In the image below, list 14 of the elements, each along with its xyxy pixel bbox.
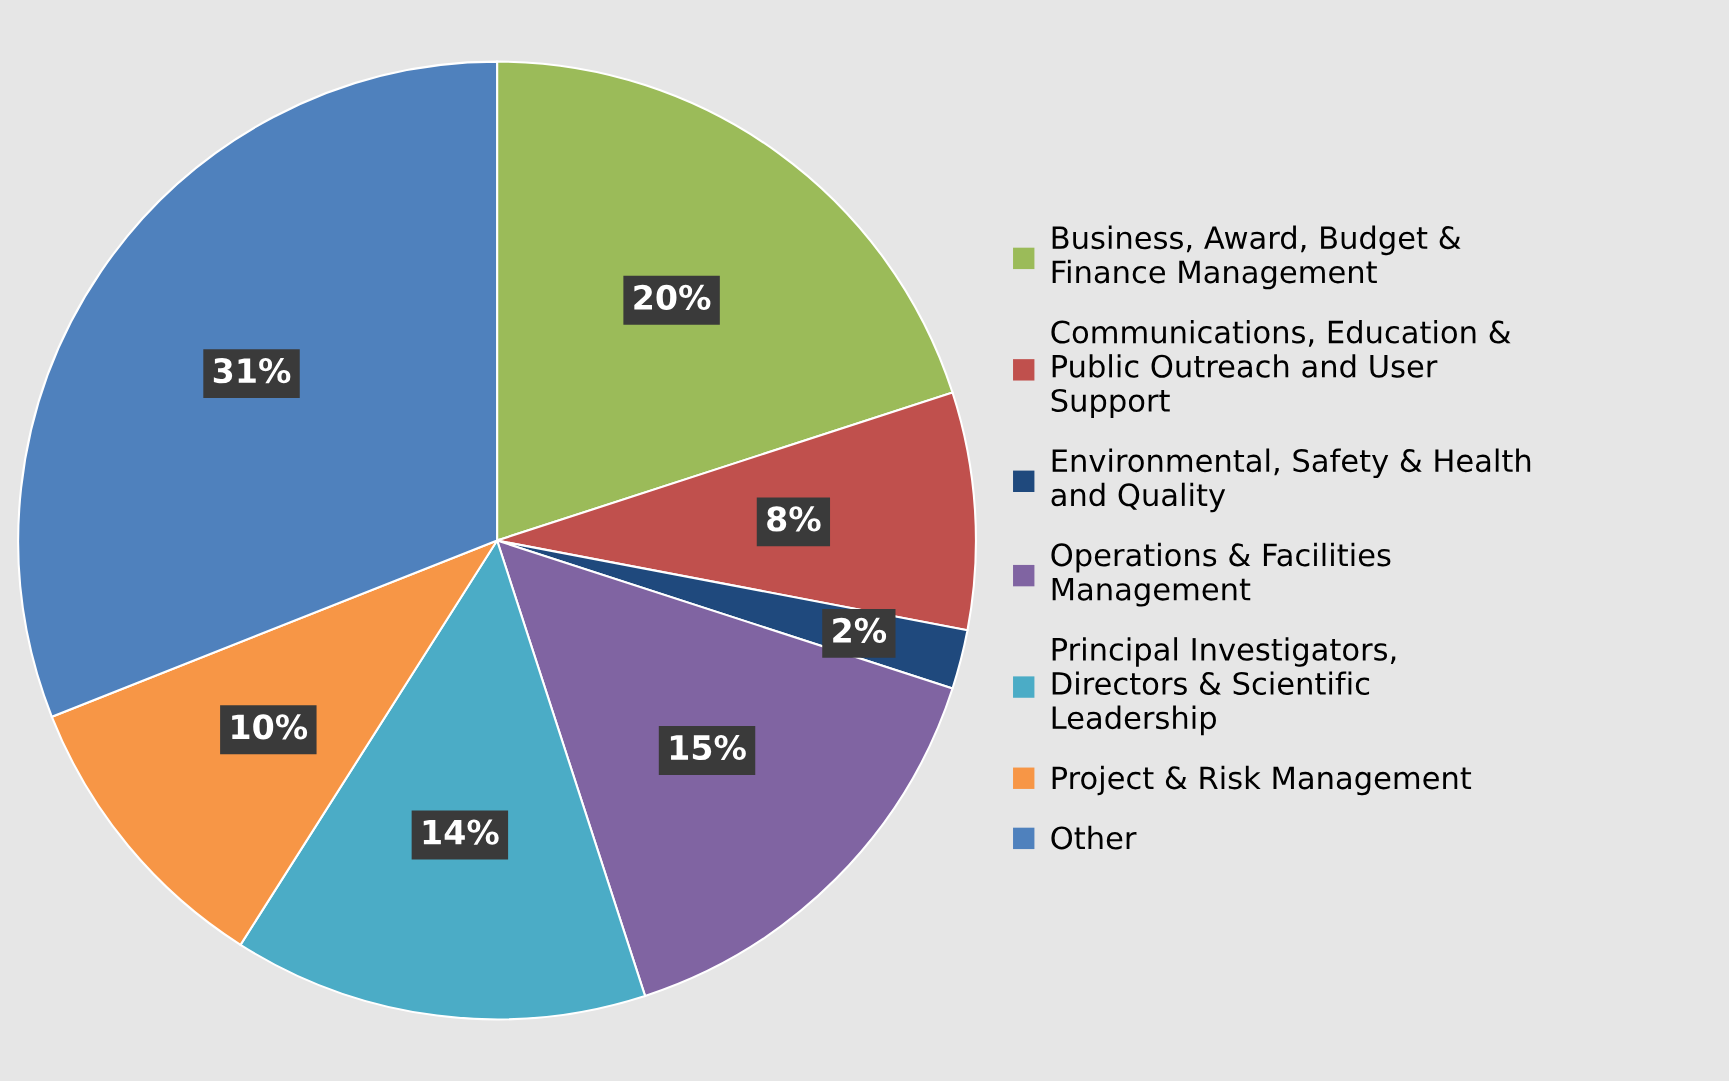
data-label: 10% bbox=[232, 714, 308, 740]
data-label: 2% bbox=[833, 617, 887, 644]
data-label: 14% bbox=[423, 819, 499, 845]
legend-label: Principal Investigators, Directors & Scientific Leadership bbox=[1052, 637, 1396, 736]
legend-label: Other bbox=[1051, 825, 1137, 850]
legend-label: Communications, Education & Public Outreach and User Support bbox=[1051, 319, 1511, 418]
legend-label: Project & Risk Management bbox=[1052, 765, 1472, 796]
data-label: 15% bbox=[670, 734, 746, 761]
legend-label: Operations & Facilities Management bbox=[1051, 542, 1391, 607]
data-label: 8% bbox=[767, 506, 821, 532]
legend-label: Business, Award, Budget & Finance Management bbox=[1052, 225, 1461, 290]
legend-label: Environmental, Safety & Health and Quality bbox=[1051, 448, 1531, 513]
data-label: 20% bbox=[634, 284, 711, 310]
data-label: 31% bbox=[213, 358, 291, 384]
